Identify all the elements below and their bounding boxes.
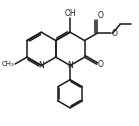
Text: N: N bbox=[39, 61, 44, 70]
Text: OH: OH bbox=[64, 9, 76, 18]
Text: O: O bbox=[111, 29, 117, 38]
Text: O: O bbox=[97, 11, 103, 20]
Text: CH₃: CH₃ bbox=[2, 61, 15, 67]
Text: N: N bbox=[67, 61, 73, 70]
Text: O: O bbox=[98, 60, 104, 69]
